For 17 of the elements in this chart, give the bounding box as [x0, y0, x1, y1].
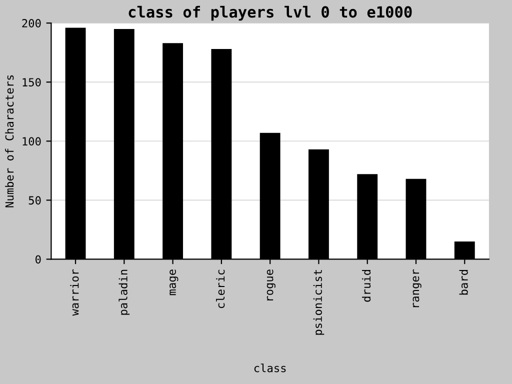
- x-tick-label: paladin: [118, 270, 130, 315]
- x-tick-label: ranger: [412, 269, 422, 308]
- y-tick-label: 200: [22, 19, 41, 28]
- x-axis-title: class: [254, 364, 286, 372]
- x-tick-label: psionicist: [313, 270, 324, 335]
- y-tick-label: 0: [36, 255, 41, 264]
- x-tick-label: mage: [170, 270, 178, 296]
- x-tick-label: bard: [459, 270, 468, 295]
- y-axis-title: Number of Characters: [5, 75, 14, 208]
- y-tick-label: 150: [22, 78, 41, 86]
- x-tick-label: warrior: [70, 269, 79, 316]
- x-tick-label: druid: [362, 270, 371, 302]
- x-tick-label: cleric: [216, 270, 225, 308]
- chart-title: class of players lvl 0 to e1000: [128, 6, 412, 21]
- y-tick-label: 100: [22, 137, 41, 146]
- y-tick-label: 50: [28, 196, 41, 205]
- x-tick-label: rogue: [266, 270, 276, 300]
